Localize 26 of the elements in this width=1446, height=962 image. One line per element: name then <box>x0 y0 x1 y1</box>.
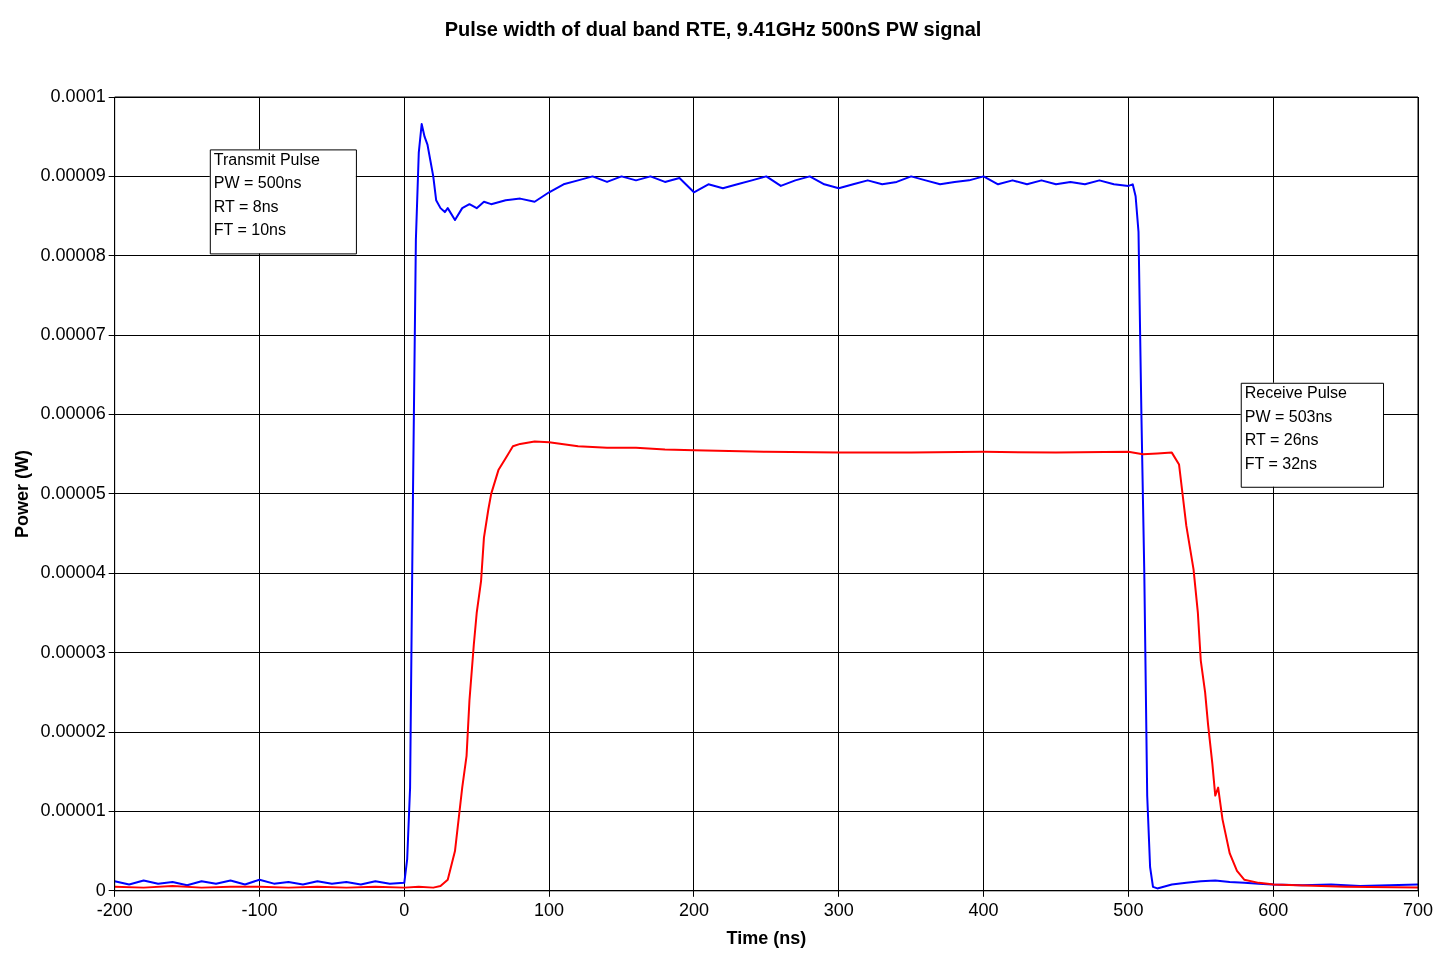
y-tick-label: 0.00007 <box>40 324 106 345</box>
chart-title: Pulse width of dual band RTE, 9.41GHz 500nS PW signal <box>444 17 982 40</box>
x-tick-label: 500 <box>1113 899 1144 920</box>
y-tick-label: 0.00006 <box>40 403 106 424</box>
x-tick-label: -200 <box>96 899 133 920</box>
y-tick-label: 0.00001 <box>40 800 106 821</box>
x-tick-label: 400 <box>968 899 999 920</box>
y-tick-label: 0.0001 <box>50 85 106 106</box>
y-tick-label: 0.00005 <box>40 482 106 503</box>
y-tick-label: 0.00004 <box>40 562 106 583</box>
x-tick-label: 200 <box>678 899 709 920</box>
y-tick-label: 0.00002 <box>40 721 106 742</box>
y-tick-label: 0.00003 <box>40 641 106 662</box>
x-tick-label: 600 <box>1258 899 1289 920</box>
x-tick-label: 300 <box>823 899 854 920</box>
annotation: Transmit Pulse PW = 500ns RT = 8ns FT = 10ns <box>213 150 321 239</box>
y-tick-label: 0 <box>95 879 106 900</box>
y-tick-label: 0.00008 <box>40 244 106 265</box>
x-tick-label: 0 <box>399 899 410 920</box>
annotation: Receive Pulse PW = 503ns RT = 26ns FT = 32ns <box>1244 384 1348 472</box>
x-tick-label: 100 <box>534 899 565 920</box>
x-tick-label: 700 <box>1402 899 1434 920</box>
y-tick-label: 0.00009 <box>40 165 106 186</box>
x-tick-label: -100 <box>241 899 278 920</box>
x-axis-title: Time (ns) <box>726 928 807 949</box>
y-axis-title: Power (W) <box>11 449 32 538</box>
